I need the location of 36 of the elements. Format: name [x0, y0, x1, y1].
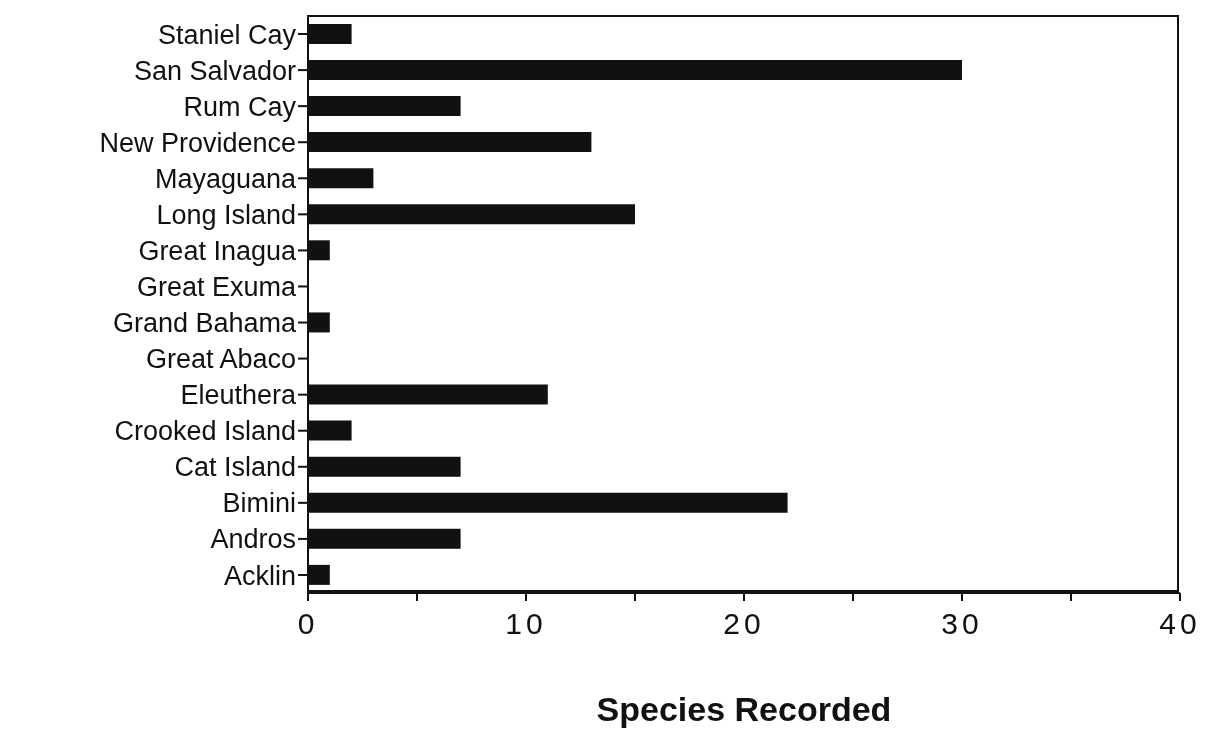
y-tick-label: Great Abaco	[145, 344, 296, 375]
y-tick-label: San Salvador	[133, 55, 296, 86]
x-tick-label: 20	[723, 607, 765, 641]
bar	[308, 132, 592, 153]
y-tick-label: Long Island	[156, 199, 296, 230]
bar	[308, 528, 461, 549]
bar	[308, 420, 352, 441]
x-tick-label: 40	[1159, 607, 1201, 641]
y-tick-label: Grand Bahama	[112, 308, 297, 339]
y-tick-label: Bimini	[222, 488, 296, 519]
bar	[308, 384, 548, 405]
y-tick-label: Staniel Cay	[157, 19, 297, 50]
x-tick-label: 30	[941, 607, 983, 641]
bar	[308, 312, 330, 333]
bar	[308, 240, 330, 261]
bar	[308, 60, 962, 80]
y-tick-label: Acklin	[223, 560, 296, 591]
bar	[308, 96, 461, 117]
bar	[308, 168, 374, 189]
x-tick-label: 10	[505, 607, 547, 641]
bar	[308, 23, 352, 44]
bar	[308, 456, 461, 477]
y-tick-label: Eleuthera	[180, 380, 297, 411]
bar	[308, 492, 788, 513]
bar	[308, 204, 635, 225]
y-tick-label: Mayaguana	[154, 163, 297, 194]
bar	[308, 564, 330, 585]
x-axis-title: Species Recorded	[596, 690, 892, 728]
y-tick-label: Great Inagua	[138, 235, 297, 266]
y-tick-label: Andros	[210, 524, 296, 555]
y-tick-label: New Providence	[99, 127, 296, 158]
y-tick-label: Great Exuma	[136, 272, 297, 303]
y-tick-label: Crooked Island	[114, 416, 296, 447]
y-tick-label: Cat Island	[174, 452, 296, 483]
y-tick-label: Rum Cay	[183, 91, 297, 122]
x-tick-label: 0	[297, 607, 319, 641]
